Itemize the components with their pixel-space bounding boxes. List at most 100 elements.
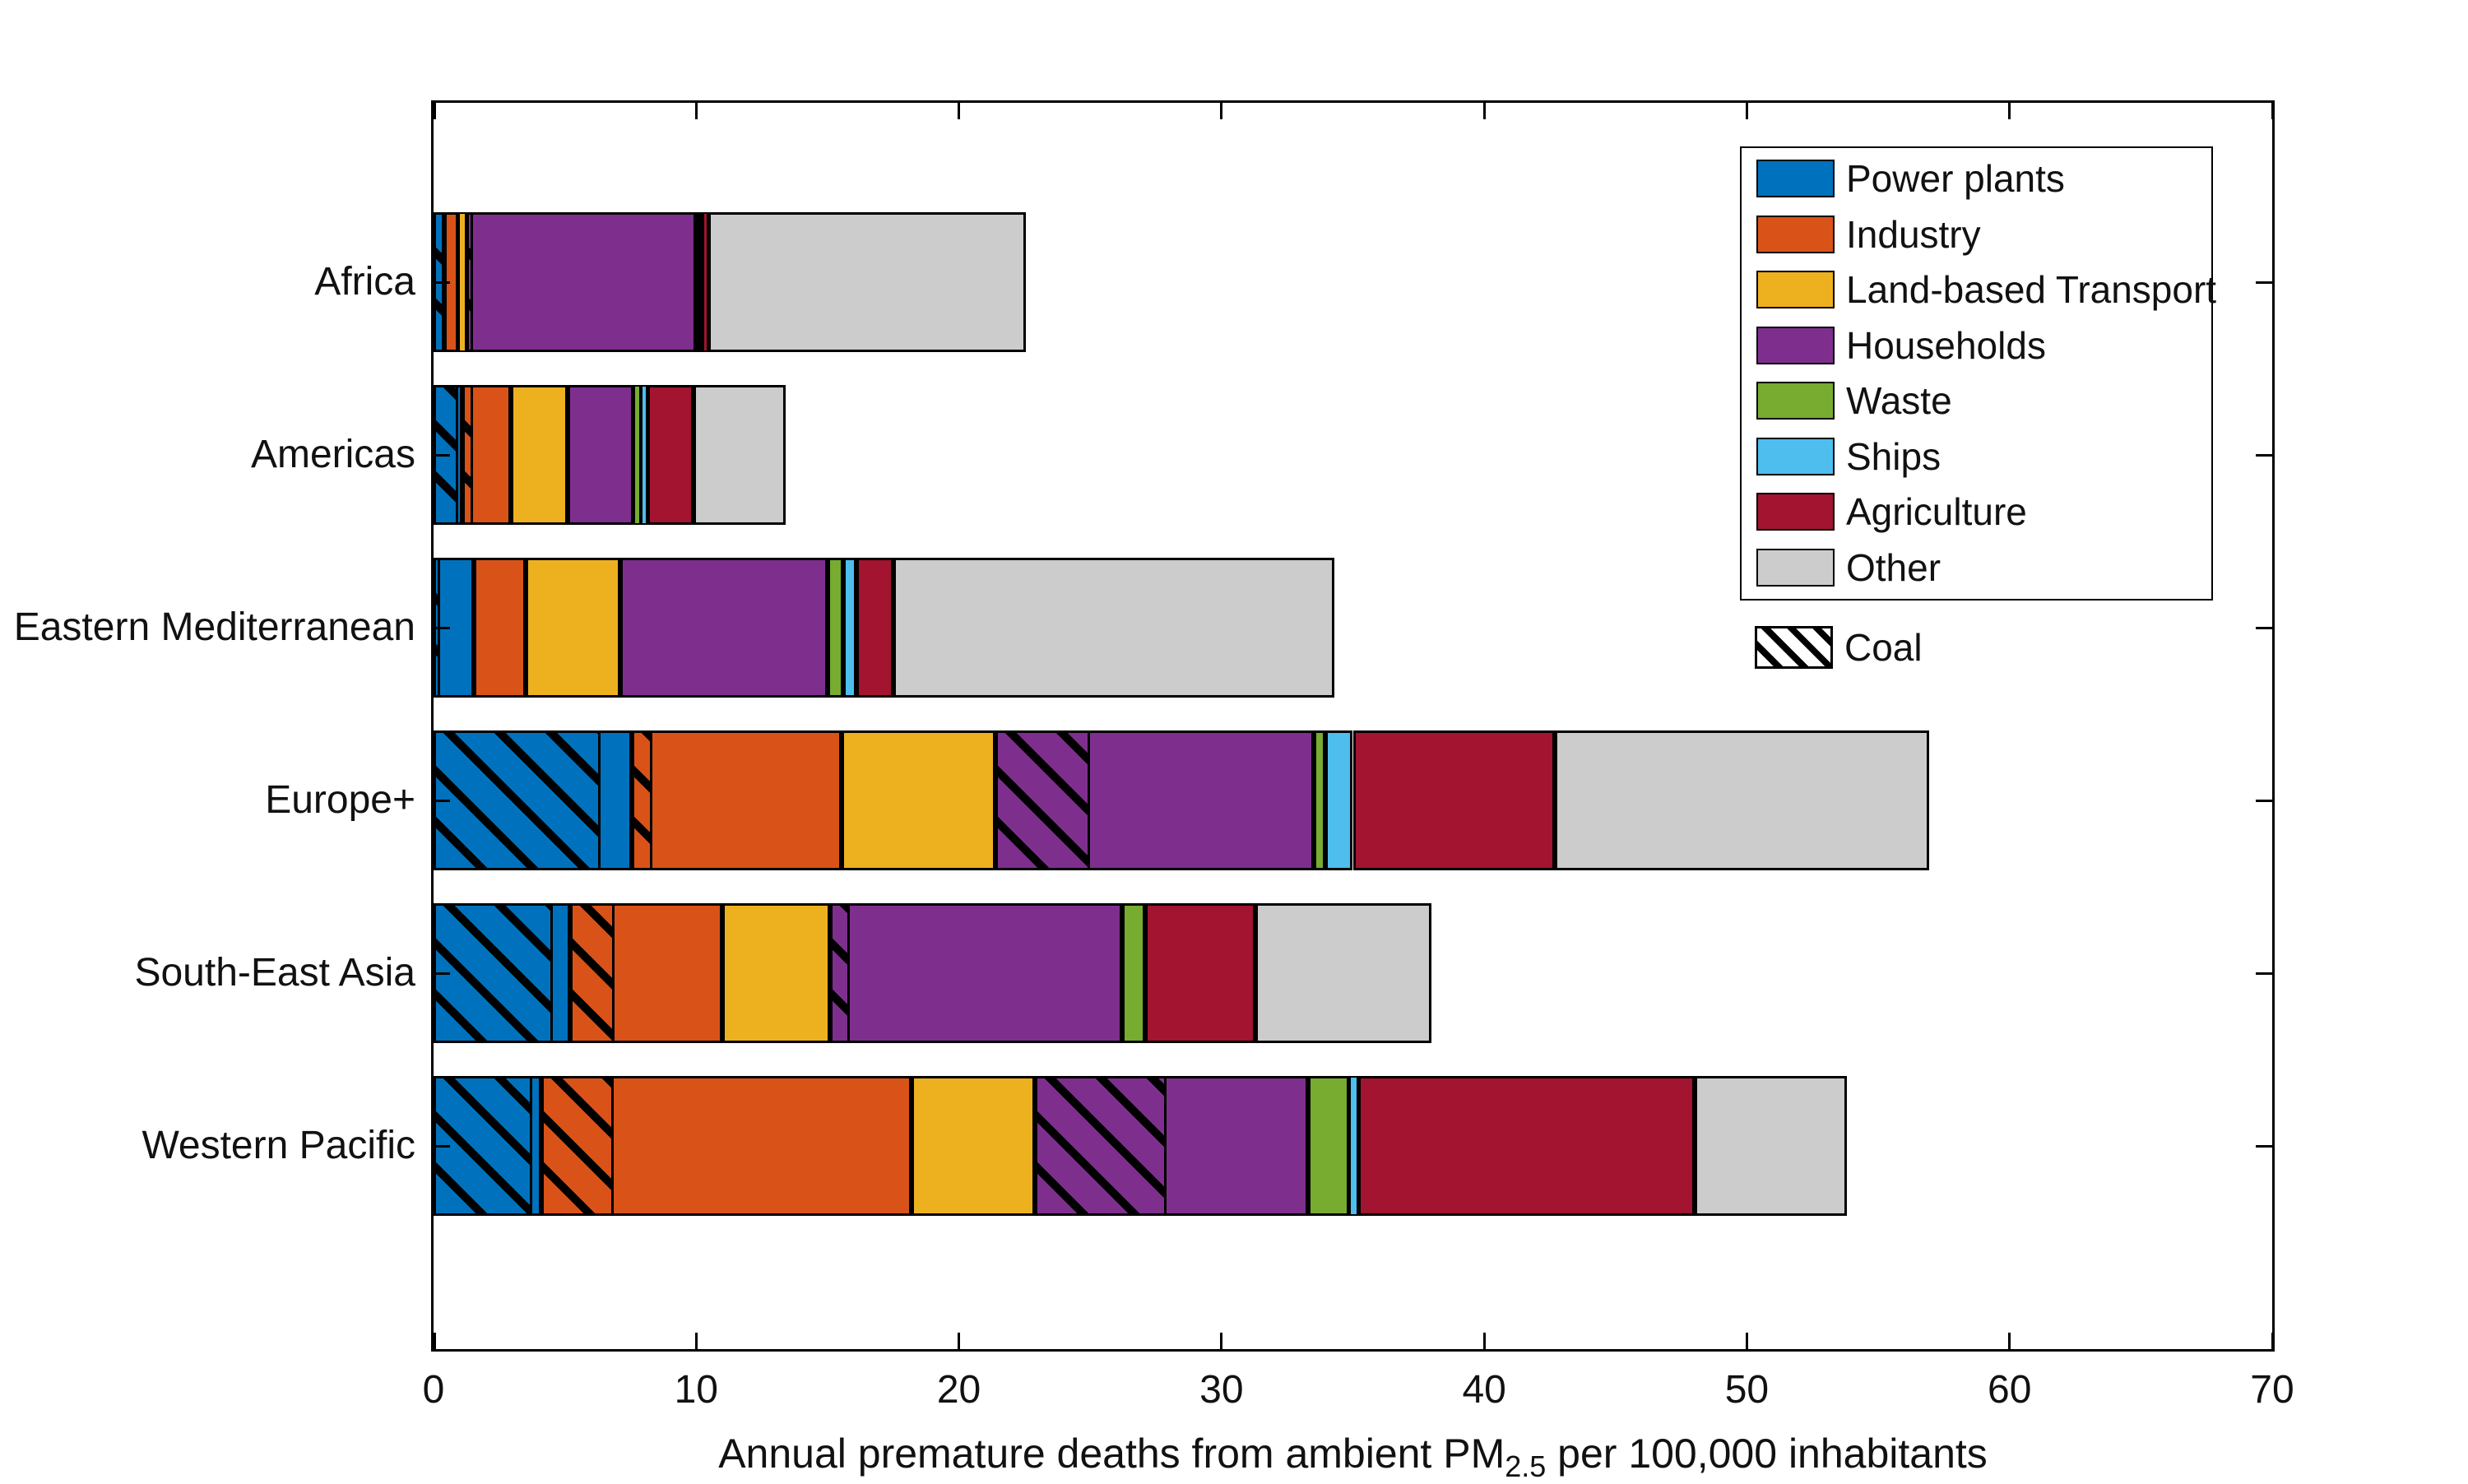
power-plants-swatch (1756, 160, 1835, 197)
other-swatch (1756, 548, 1835, 587)
x-tick-label-50: 50 (1724, 1368, 1770, 1412)
coal-hatch-households-europe (998, 733, 1091, 868)
plot-area (431, 100, 2275, 1352)
y-tick-right (2256, 799, 2272, 802)
coal-hatch-industry-europe (634, 733, 653, 868)
legend-entry-power-plants: Power plants (1756, 157, 2065, 200)
agriculture-swatch (1756, 493, 1835, 531)
legend-label-land-based-transport: Land-based Transport (1846, 268, 2217, 311)
x-tick-top (2271, 103, 2274, 119)
bar-segment-industry-americas (462, 385, 512, 525)
bar-segment-ships-africa (699, 212, 703, 352)
coal-hatch-industry-western-pacific (543, 1078, 614, 1213)
x-axis-title-subscript: 2.5 (1505, 1449, 1547, 1483)
x-tick-bottom (1482, 1333, 1486, 1349)
x-tick-bottom (2271, 1333, 2274, 1349)
bar-segment-agriculture-europe (1352, 730, 1556, 870)
x-axis-title-text: Annual premature deaths from ambient PM (718, 1431, 1505, 1477)
bar-segment-land-based-transport-south-east-asia (722, 903, 831, 1043)
y-tick-left (434, 972, 450, 975)
bar-segment-waste-africa (696, 212, 700, 352)
x-axis-title-text-suffix: per 100,000 inhabitants (1546, 1431, 1988, 1477)
waste-swatch (1756, 382, 1835, 420)
y-tick-right (2256, 453, 2272, 457)
bar-segment-power-plants-south-east-asia (434, 903, 571, 1043)
x-tick-bottom (694, 1333, 698, 1349)
coal-hatch-power-plants-western-pacific (436, 1078, 532, 1213)
bar-segment-agriculture-western-pacific (1357, 1076, 1695, 1216)
bar-segment-households-europe (995, 730, 1314, 870)
coal-hatch-swatch (1755, 626, 1833, 669)
bar-segment-households-americas (567, 385, 633, 525)
bar-segment-power-plants-europe (434, 730, 633, 870)
x-tick-label-10: 10 (674, 1368, 718, 1412)
coal-hatch-industry-americas (465, 387, 473, 522)
bar-segment-agriculture-africa (703, 212, 708, 352)
x-tick-bottom (2008, 1333, 2011, 1349)
x-tick-bottom (1745, 1333, 1748, 1349)
y-category-label-eastern-mediterranean: Eastern Mediterranean (13, 605, 415, 649)
bar-segment-industry-eastern-mediterranean (474, 558, 526, 698)
x-tick-bottom (1220, 1333, 1223, 1349)
legend-entry-households: Households (1756, 324, 2046, 367)
y-category-label-south-east-asia: South-East Asia (134, 951, 415, 995)
x-tick-top (1745, 103, 1748, 119)
bar-segment-ships-eastern-mediterranean (843, 558, 857, 698)
legend-label-agriculture: Agriculture (1846, 490, 2027, 533)
bar-segment-households-eastern-mediterranean (619, 558, 828, 698)
x-axis-title: Annual premature deaths from ambient PM2… (434, 1430, 2272, 1484)
bar-segment-agriculture-americas (647, 385, 694, 525)
bar-segment-land-based-transport-europe (842, 730, 996, 870)
bar-segment-industry-western-pacific (540, 1076, 912, 1216)
legend-label-waste: Waste (1846, 379, 1952, 422)
coal-label: Coal (1844, 626, 1923, 669)
bar-segment-power-plants-western-pacific (434, 1076, 541, 1216)
bar-segment-other-africa (707, 212, 1026, 352)
y-category-label-africa: Africa (314, 260, 415, 304)
y-tick-right (2256, 1144, 2272, 1148)
y-tick-left (434, 1144, 450, 1148)
bar-segment-agriculture-south-east-asia (1145, 903, 1256, 1043)
legend-box: Power plants Industry Land-based Transport… (1740, 146, 2217, 601)
coal-hatch-power-plants-south-east-asia (436, 906, 554, 1041)
y-category-label-americas: Americas (250, 433, 415, 476)
x-tick-label-40: 40 (1462, 1368, 1506, 1412)
x-tick-label-20: 20 (936, 1368, 981, 1412)
bar-segment-households-south-east-asia (830, 903, 1122, 1043)
y-tick-left (434, 626, 450, 629)
y-category-label-europe: Europe+ (265, 778, 415, 822)
coal-hatch-households-africa (468, 215, 473, 350)
bar-segment-households-africa (466, 212, 697, 352)
bar-segment-other-south-east-asia (1255, 903, 1432, 1043)
y-tick-right (2256, 281, 2272, 284)
bar-segment-industry-europe (632, 730, 842, 870)
ships-swatch (1756, 437, 1835, 475)
legend-label-ships: Ships (1846, 434, 1941, 478)
bar-segment-other-eastern-mediterranean (893, 558, 1335, 698)
bar-segment-waste-europe (1313, 730, 1325, 870)
bar-segment-ships-europe (1324, 730, 1353, 870)
bar-segment-households-western-pacific (1035, 1076, 1309, 1216)
x-tick-top (1482, 103, 1486, 119)
legend-entry-land-based-transport: Land-based Transport (1756, 268, 2217, 311)
legend-entry-ships: Ships (1756, 434, 1941, 478)
x-tick-bottom (434, 1333, 436, 1349)
households-swatch (1756, 326, 1835, 364)
y-category-label-western-pacific: Western Pacific (141, 1124, 415, 1167)
x-tick-top (2008, 103, 2011, 119)
x-tick-label-0: 0 (422, 1368, 445, 1412)
bar-segment-land-based-transport-eastern-mediterranean (525, 558, 620, 698)
bar-segment-land-based-transport-africa (458, 212, 466, 352)
x-tick-top (694, 103, 698, 119)
bar-segment-other-europe (1555, 730, 1930, 870)
legend-entry-industry: Industry (1756, 213, 1981, 256)
land-based-transport-swatch (1756, 271, 1835, 308)
coal-hatch-households-south-east-asia (833, 906, 850, 1041)
legend-coal-entry: Coal (1755, 625, 1923, 670)
bar-segment-ships-americas (641, 385, 648, 525)
x-tick-label-30: 30 (1199, 1368, 1244, 1412)
legend-entry-agriculture: Agriculture (1756, 490, 2027, 533)
bar-segment-waste-south-east-asia (1121, 903, 1146, 1043)
bar-segment-ships-western-pacific (1348, 1076, 1358, 1216)
